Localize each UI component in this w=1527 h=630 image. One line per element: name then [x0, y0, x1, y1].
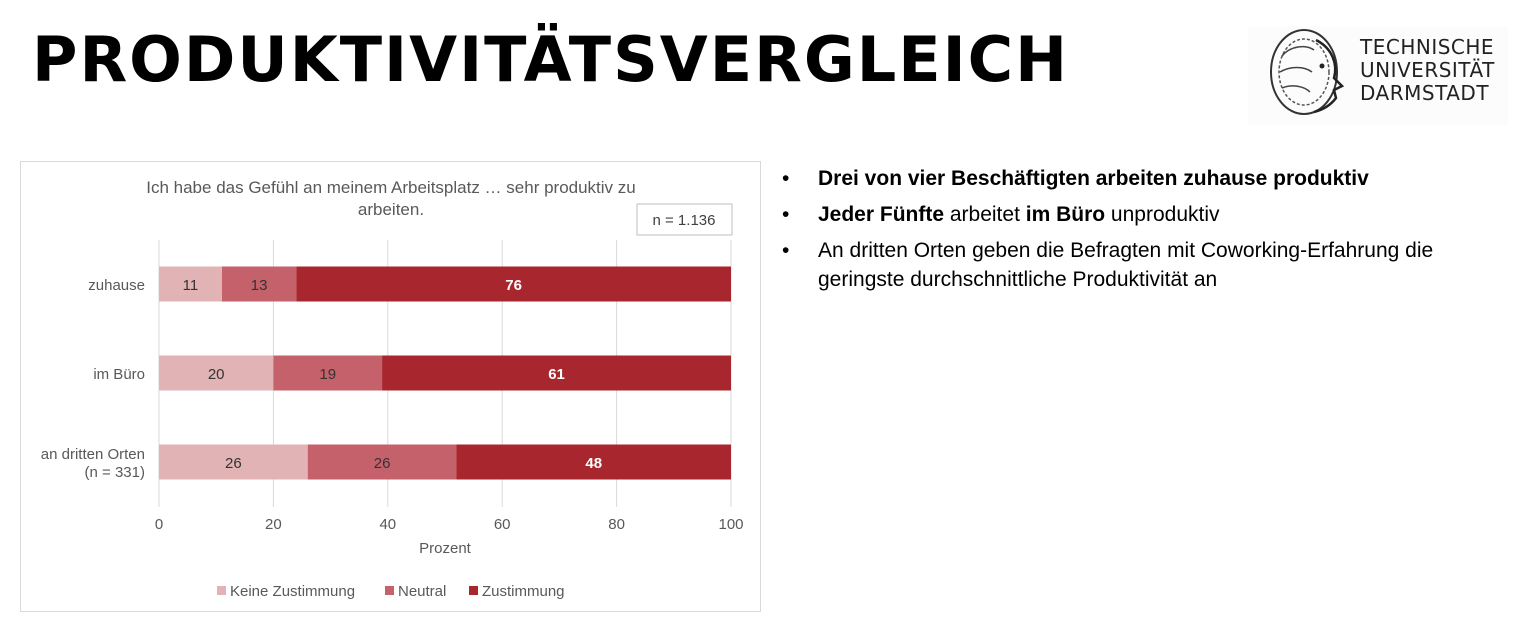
category-label: (n = 331) — [85, 464, 145, 481]
bar-segment — [273, 355, 383, 391]
stacked-bar-chart: Ich habe das Gefühl an meinem Arbeitspla… — [41, 178, 744, 600]
legend-label: Keine Zustimmung — [230, 583, 355, 600]
bar-segment — [456, 444, 731, 480]
legend-swatch — [217, 586, 226, 595]
category-label: zuhause — [88, 277, 145, 294]
category-label: im Büro — [93, 366, 145, 383]
bullet-item: An dritten Orten geben die Befragten mit… — [780, 236, 1500, 294]
legend-swatch — [385, 586, 394, 595]
bullet-text: unproduktiv — [1105, 203, 1220, 226]
data-label: 11 — [183, 277, 199, 294]
data-label: 76 — [505, 277, 522, 294]
legend-label: Neutral — [398, 583, 446, 600]
x-tick-label: 20 — [265, 516, 282, 533]
category-label: an dritten Orten — [41, 446, 145, 463]
data-label: 13 — [251, 277, 268, 294]
x-tick-label: 0 — [155, 516, 163, 533]
x-tick-label: 40 — [379, 516, 396, 533]
bar-segment — [221, 266, 297, 302]
data-label: 48 — [585, 455, 602, 472]
bullet-emphasis: Drei von vier Beschäftigten arbeiten zuh… — [818, 167, 1369, 190]
data-label: 20 — [208, 366, 225, 383]
bullet-text: An dritten Orten geben die Befragten mit… — [818, 239, 1434, 291]
data-label: 61 — [548, 366, 565, 383]
sample-size-label: n = 1.136 — [653, 212, 716, 229]
x-tick-label: 100 — [718, 516, 743, 533]
x-tick-label: 60 — [494, 516, 511, 533]
data-label: 26 — [374, 455, 391, 472]
bar-segment — [159, 266, 222, 302]
legend-swatch — [469, 586, 478, 595]
bullet-list: Drei von vier Beschäftigten arbeiten zuh… — [780, 164, 1500, 301]
data-label: 26 — [225, 455, 242, 472]
bar-segment — [296, 266, 731, 302]
bar-segment — [159, 444, 308, 480]
logo-text: TECHNISCHE UNIVERSITÄT DARMSTADT — [1360, 36, 1495, 105]
legend-label: Zustimmung — [482, 583, 565, 600]
bullet-emphasis: Jeder Fünfte — [818, 203, 945, 226]
bullet-item: Drei von vier Beschäftigten arbeiten zuh… — [780, 164, 1500, 193]
bullet-item: Jeder Fünfte arbeitet im Büro unprodukti… — [780, 200, 1500, 229]
bar-segment — [307, 444, 457, 480]
data-label: 19 — [319, 366, 336, 383]
bullet-text: arbeitet — [944, 203, 1026, 226]
chart-title: Ich habe das Gefühl an meinem Arbeitspla… — [146, 178, 635, 197]
athena-head-icon — [1270, 29, 1345, 115]
sample-size-box — [636, 203, 733, 236]
chart-panel: Ich habe das Gefühl an meinem Arbeitspla… — [20, 161, 761, 612]
bar-segment — [159, 355, 274, 391]
x-axis-label: Prozent — [419, 540, 472, 557]
bullet-emphasis: im Büro — [1025, 203, 1106, 226]
university-logo: TECHNISCHE UNIVERSITÄT DARMSTADT — [1248, 26, 1508, 126]
page-title: PRODUKTIVITÄTSVERGLEICH — [32, 23, 1070, 96]
bar-segment — [382, 355, 731, 391]
x-tick-label: 80 — [608, 516, 625, 533]
logo-line: TECHNISCHE — [1360, 35, 1495, 59]
logo-line: UNIVERSITÄT — [1360, 58, 1495, 82]
logo-line: DARMSTADT — [1360, 81, 1490, 105]
chart-title: arbeiten. — [358, 200, 424, 219]
